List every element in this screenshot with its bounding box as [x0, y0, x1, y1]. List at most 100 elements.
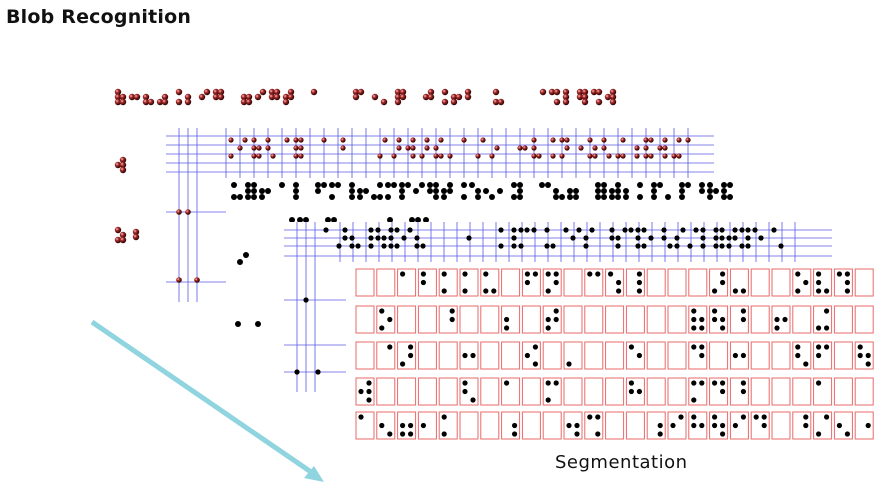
- segment-dot: [720, 279, 726, 286]
- blob-dot: [413, 188, 419, 194]
- segment-dot: [824, 325, 830, 331]
- raw-braille-dot: [548, 88, 556, 96]
- segment-dot: [595, 414, 601, 420]
- aligned-dot: [375, 235, 381, 241]
- grid-braille-dot: [228, 153, 234, 159]
- segment-dot: [636, 279, 643, 286]
- segment-dot: [699, 380, 705, 386]
- aligned-dot: [394, 243, 400, 249]
- raw-braille-dot: [119, 166, 127, 174]
- grid-braille-dot: [657, 145, 663, 151]
- segment-dot: [628, 380, 635, 386]
- aligned-dot: [414, 243, 420, 249]
- segment-dot: [712, 316, 718, 323]
- aligned-dot: [726, 235, 732, 241]
- blob-dot: [637, 182, 643, 188]
- segment-dot: [628, 388, 635, 395]
- segment-box: [480, 268, 500, 297]
- segment-dot: [483, 271, 489, 277]
- segment-box: [771, 268, 791, 297]
- raw-braille-dot: [441, 88, 449, 96]
- blob-dot: [293, 188, 299, 194]
- grid-braille-dot: [293, 145, 299, 151]
- segment-dot: [670, 422, 676, 429]
- blob-dot: [657, 182, 663, 188]
- blob-dot: [349, 194, 355, 200]
- blob-dot: [601, 188, 607, 194]
- raw-braille-dot: [427, 88, 435, 96]
- aligned-dot: [680, 227, 686, 233]
- segment-box: [459, 305, 479, 334]
- segment-dot: [740, 352, 747, 359]
- segment-dot: [387, 431, 393, 437]
- aligned-dot: [414, 235, 420, 241]
- blob-dot: [721, 194, 727, 200]
- raw-braille-dot: [399, 93, 407, 101]
- aligned-dot: [518, 243, 524, 249]
- raw-braille-dot: [273, 93, 281, 101]
- grid-braille-dot: [391, 153, 397, 159]
- segment-dot: [782, 316, 788, 323]
- segment-dot: [504, 380, 510, 386]
- blob-dot: [595, 182, 601, 188]
- aligned-dot: [401, 235, 407, 241]
- segment-dot: [720, 388, 726, 395]
- blob-dot: [651, 182, 657, 188]
- aligned-dot: [778, 243, 784, 249]
- segment-dot: [732, 288, 739, 294]
- segment-dot: [366, 380, 372, 386]
- blob-dot: [539, 182, 545, 188]
- segment-dot: [691, 380, 697, 386]
- segment-box: [729, 377, 749, 406]
- segment-box: [771, 305, 791, 334]
- segment-box: [584, 268, 604, 297]
- raw-braille-dot: [119, 93, 127, 101]
- blob-dot: [699, 188, 705, 194]
- blob-dot: [329, 194, 335, 200]
- grid-braille-dot: [265, 137, 271, 143]
- aligned-dot: [752, 227, 758, 233]
- blob-dot: [377, 194, 383, 200]
- grid-braille-dot: [531, 145, 537, 151]
- segment-box: [501, 411, 521, 440]
- segment-dot: [595, 271, 601, 277]
- segment-box: [501, 268, 521, 297]
- segment-dot: [491, 288, 497, 294]
- blob-dot: [293, 194, 299, 200]
- blob-dot: [595, 188, 601, 194]
- blob-dot: [573, 194, 579, 200]
- segment-box: [563, 305, 583, 334]
- segment-dot: [545, 325, 551, 331]
- blob-dot: [251, 188, 257, 194]
- grid-braille-dot: [634, 153, 640, 159]
- raw-braille-dot: [310, 88, 318, 96]
- segment-dot: [524, 352, 531, 359]
- segment-box: [417, 341, 437, 370]
- segment-box: [792, 377, 812, 406]
- segment-dot: [400, 271, 406, 277]
- segment-dot: [366, 388, 372, 395]
- segment-dot: [699, 325, 705, 331]
- blob-dot: [385, 194, 391, 200]
- grid-braille-dot: [298, 145, 304, 151]
- segment-box: [646, 411, 666, 440]
- blob-dot: [559, 194, 565, 200]
- segment-box: [750, 305, 770, 334]
- blob-dot: [713, 188, 719, 194]
- grid-braille-dot: [419, 153, 425, 159]
- segment-dot: [358, 414, 364, 420]
- blob-dot: [637, 194, 643, 200]
- segment-box: [854, 411, 874, 440]
- raw-braille-dot: [212, 93, 220, 101]
- blob-dot: [433, 194, 439, 200]
- raw-braille-dot: [539, 88, 547, 96]
- segment-dot: [740, 288, 747, 294]
- segment-dot: [740, 316, 747, 323]
- segment-box: [397, 268, 417, 297]
- grid-braille-dot: [340, 145, 346, 151]
- aligned-dot: [355, 243, 361, 249]
- segment-dot: [836, 422, 843, 429]
- blob-dot: [245, 194, 251, 200]
- raw-braille-dot: [609, 98, 617, 106]
- raw-braille-dot: [581, 93, 589, 101]
